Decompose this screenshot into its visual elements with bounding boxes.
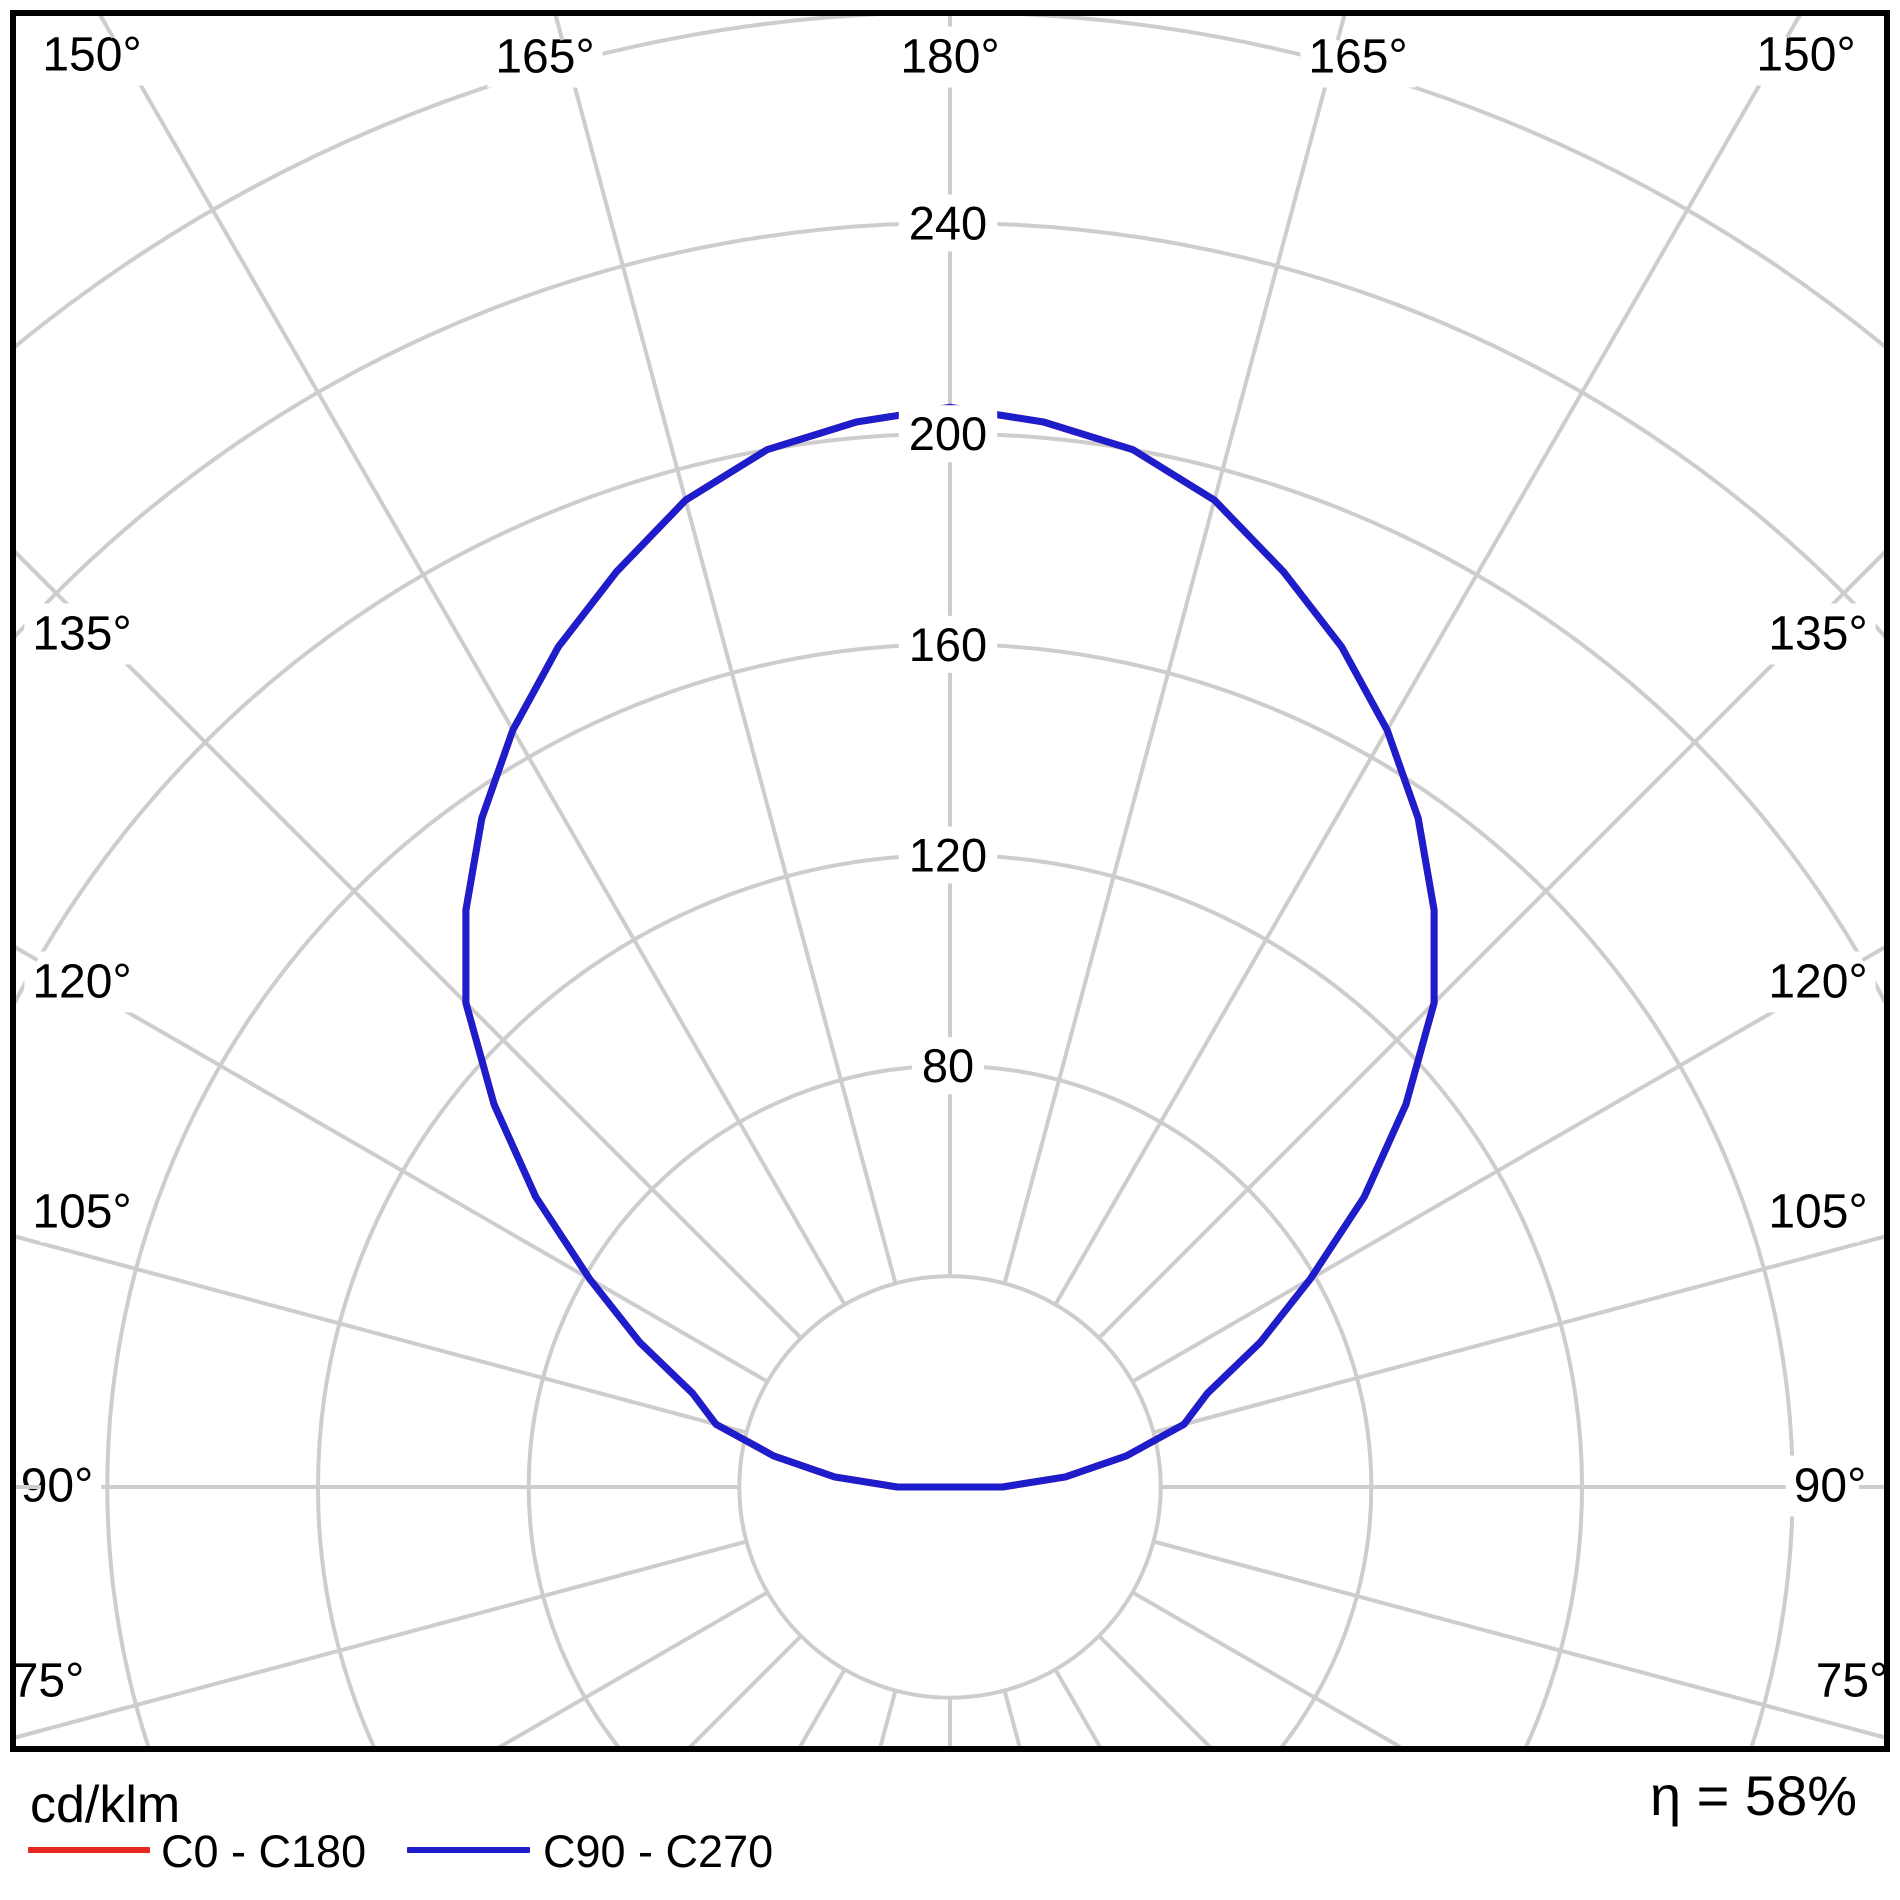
ring-label: 240 bbox=[909, 197, 987, 250]
label-backplate bbox=[34, 24, 150, 86]
legend: C0 - C180 C90 - C270 bbox=[0, 1828, 1900, 1888]
grid-radial bbox=[97, 15, 847, 1306]
label-backplate bbox=[24, 951, 140, 1013]
border-tick bbox=[1865, 550, 1887, 572]
angle-label: 120° bbox=[1768, 956, 1867, 1009]
label-backplate bbox=[1760, 1181, 1876, 1243]
grid-radial bbox=[15, 1234, 747, 1435]
angle-label: 135° bbox=[32, 608, 131, 661]
border-tick bbox=[14, 1728, 41, 1740]
label-backplate bbox=[898, 194, 998, 252]
legend-label-c90-c270: C90 - C270 bbox=[543, 1826, 774, 1877]
grid-radial bbox=[1097, 549, 1885, 1340]
angle-label: 75° bbox=[12, 1655, 85, 1708]
angle-label: 120° bbox=[32, 956, 131, 1009]
border-tick bbox=[1785, 13, 1802, 39]
angle-label: 150° bbox=[42, 29, 141, 82]
border-tick bbox=[1335, 14, 1347, 41]
grid-radial bbox=[1153, 1234, 1885, 1435]
label-backplate bbox=[1807, 1650, 1897, 1712]
angle-label: 75° bbox=[1816, 1655, 1889, 1708]
angle-label: 150° bbox=[1756, 29, 1855, 82]
angle-label: 105° bbox=[1768, 1186, 1867, 1239]
label-backplate bbox=[898, 615, 998, 673]
grid-radial bbox=[553, 15, 898, 1284]
border-tick bbox=[13, 945, 39, 962]
legend-label-c0-c180: C0 - C180 bbox=[161, 1826, 367, 1877]
ring-label: 120 bbox=[909, 829, 987, 882]
legend-line-c90-c270 bbox=[407, 1847, 530, 1853]
legend-line-c0-c180 bbox=[28, 1847, 150, 1853]
angle-label: 135° bbox=[1768, 608, 1867, 661]
grid-ring-40 bbox=[737, 1274, 1163, 1700]
grid-radial bbox=[15, 1539, 747, 1740]
ring-label: 200 bbox=[909, 407, 987, 460]
ring-label: 80 bbox=[922, 1039, 974, 1092]
label-backplate bbox=[3, 1650, 93, 1712]
label-backplate bbox=[898, 826, 998, 884]
label-backplate bbox=[892, 26, 1008, 88]
plot-labels: 150° 165° 180° 165° 150° 135° 120° 105° 90° 75° 13… bbox=[3, 24, 1897, 1712]
border-tick bbox=[1859, 1728, 1886, 1740]
grid-radial bbox=[15, 549, 803, 1340]
angle-label: 165° bbox=[495, 31, 594, 84]
angle-label: 165° bbox=[1308, 31, 1407, 84]
label-backplate bbox=[487, 26, 603, 88]
border-tick bbox=[1861, 945, 1887, 962]
plot-border bbox=[10, 10, 1890, 1752]
angle-label: 90° bbox=[1794, 1460, 1867, 1513]
label-backplate bbox=[911, 1037, 985, 1095]
grid-radial bbox=[1131, 944, 1885, 1384]
efficiency-label: η = 58% bbox=[1649, 1764, 1857, 1827]
border-tick bbox=[14, 1234, 41, 1246]
label-backplate bbox=[1748, 24, 1864, 86]
border-tick bbox=[13, 550, 35, 572]
angle-label: 105° bbox=[32, 1186, 131, 1239]
grid-radial bbox=[1153, 1539, 1885, 1740]
border-tick bbox=[553, 14, 565, 41]
border-ticks bbox=[13, 13, 1887, 1740]
border-tick bbox=[98, 13, 115, 39]
label-backplate bbox=[898, 405, 998, 463]
label-backplate bbox=[1760, 603, 1876, 665]
grid-radial bbox=[1053, 15, 1803, 1306]
label-backplate bbox=[24, 603, 140, 665]
angle-label: 180° bbox=[900, 31, 999, 84]
border-tick bbox=[1859, 1234, 1886, 1246]
label-backplate bbox=[1300, 26, 1416, 88]
units-label: cd/klm bbox=[30, 1776, 181, 1834]
label-backplate bbox=[1760, 951, 1876, 1013]
grid-radial bbox=[1002, 15, 1347, 1284]
label-backplate bbox=[24, 1181, 140, 1243]
grid-radial bbox=[15, 944, 769, 1384]
ring-label: 160 bbox=[909, 618, 987, 671]
